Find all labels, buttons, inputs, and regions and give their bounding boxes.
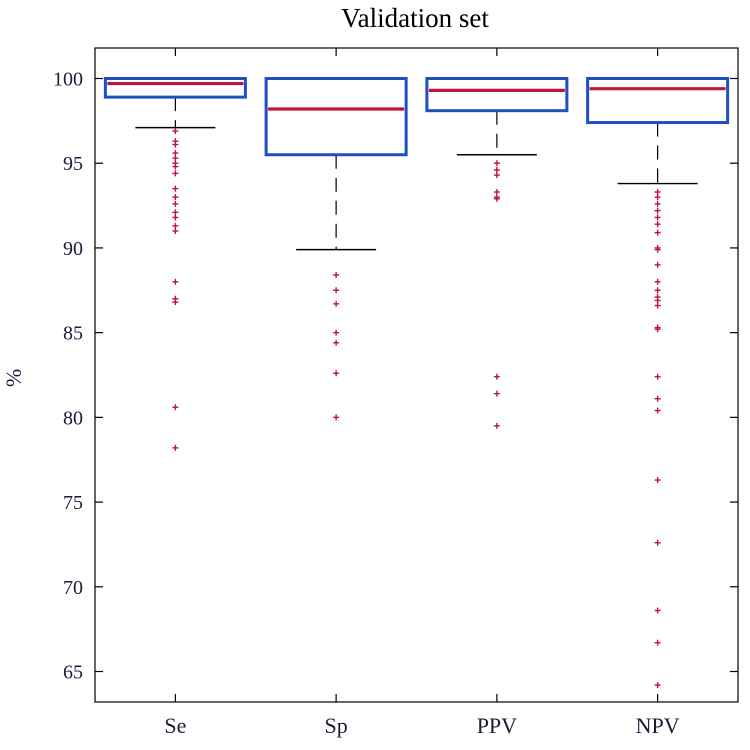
outlier-point	[172, 155, 179, 162]
box-npv	[586, 76, 730, 689]
box-series	[103, 76, 730, 689]
outlier-point	[172, 194, 179, 201]
x-tick-label-ppv: PPV	[477, 713, 517, 738]
outlier-point	[493, 189, 500, 196]
outlier-point	[172, 278, 179, 285]
y-axis: 65 70 75 80 85 90 95 100	[53, 68, 738, 684]
outlier-point	[172, 200, 179, 207]
y-tick-label: 70	[63, 577, 83, 599]
outlier-point	[333, 287, 340, 294]
y-axis-label: %	[1, 369, 26, 387]
outlier-point	[654, 373, 661, 380]
y-tick-label: 75	[63, 492, 83, 514]
y-tick-label: 90	[63, 238, 83, 260]
box-sp	[264, 76, 408, 421]
outlier-point	[654, 539, 661, 546]
outlier-point	[493, 160, 500, 167]
outlier-point	[333, 329, 340, 336]
y-tick-label: 85	[63, 323, 83, 345]
outlier-point	[172, 214, 179, 221]
y-tick-label: 80	[63, 407, 83, 429]
outlier-point	[654, 477, 661, 484]
x-tick-label-se: Se	[164, 713, 186, 738]
box-ppv	[425, 76, 569, 429]
outlier-point	[654, 278, 661, 285]
outlier-point	[172, 209, 179, 216]
outlier-point	[654, 189, 661, 196]
x-tick-label-sp: Sp	[325, 713, 348, 738]
outlier-point	[654, 326, 661, 333]
outlier-point	[654, 395, 661, 402]
outlier-point	[493, 172, 500, 179]
outlier-point	[172, 128, 179, 135]
outlier-point	[654, 261, 661, 268]
x-tick-label-npv: NPV	[636, 713, 680, 738]
outlier-point	[333, 370, 340, 377]
outlier-point	[172, 299, 179, 306]
y-tick-label: 95	[63, 153, 83, 175]
outlier-point	[172, 170, 179, 177]
iqr-box	[425, 76, 569, 113]
outlier-point	[493, 195, 500, 202]
y-tick-label: 100	[53, 68, 83, 90]
x-axis: Se Sp PPV NPV	[164, 48, 680, 738]
outlier-point	[172, 150, 179, 157]
outlier-point	[172, 404, 179, 411]
outlier-point	[654, 194, 661, 201]
iqr-box	[103, 76, 247, 99]
outlier-point	[654, 407, 661, 414]
outlier-point	[493, 166, 500, 173]
outlier-point	[654, 246, 661, 253]
outlier-point	[654, 297, 661, 304]
outlier-point	[493, 422, 500, 429]
chart-title: Validation set	[341, 3, 489, 33]
outlier-point	[654, 229, 661, 236]
outlier-point	[172, 444, 179, 451]
outlier-point	[654, 207, 661, 214]
outlier-point	[172, 227, 179, 234]
box-se	[103, 76, 247, 451]
plot-frame	[94, 47, 739, 703]
outlier-point	[172, 222, 179, 229]
outlier-point	[172, 141, 179, 148]
outlier-point	[493, 390, 500, 397]
iqr-box	[586, 76, 730, 125]
outlier-point	[493, 373, 500, 380]
outlier-point	[333, 414, 340, 421]
y-tick-label: 65	[63, 662, 83, 684]
outlier-point	[333, 272, 340, 279]
outlier-point	[654, 682, 661, 689]
outlier-point	[172, 185, 179, 192]
outlier-point	[654, 214, 661, 221]
outlier-point	[654, 302, 661, 309]
outlier-point	[333, 339, 340, 346]
outlier-point	[654, 639, 661, 646]
outlier-point	[172, 163, 179, 170]
outlier-point	[654, 607, 661, 614]
outlier-point	[654, 200, 661, 207]
outlier-point	[654, 287, 661, 294]
iqr-box	[264, 76, 408, 157]
outlier-point	[654, 221, 661, 228]
outlier-point	[333, 300, 340, 307]
